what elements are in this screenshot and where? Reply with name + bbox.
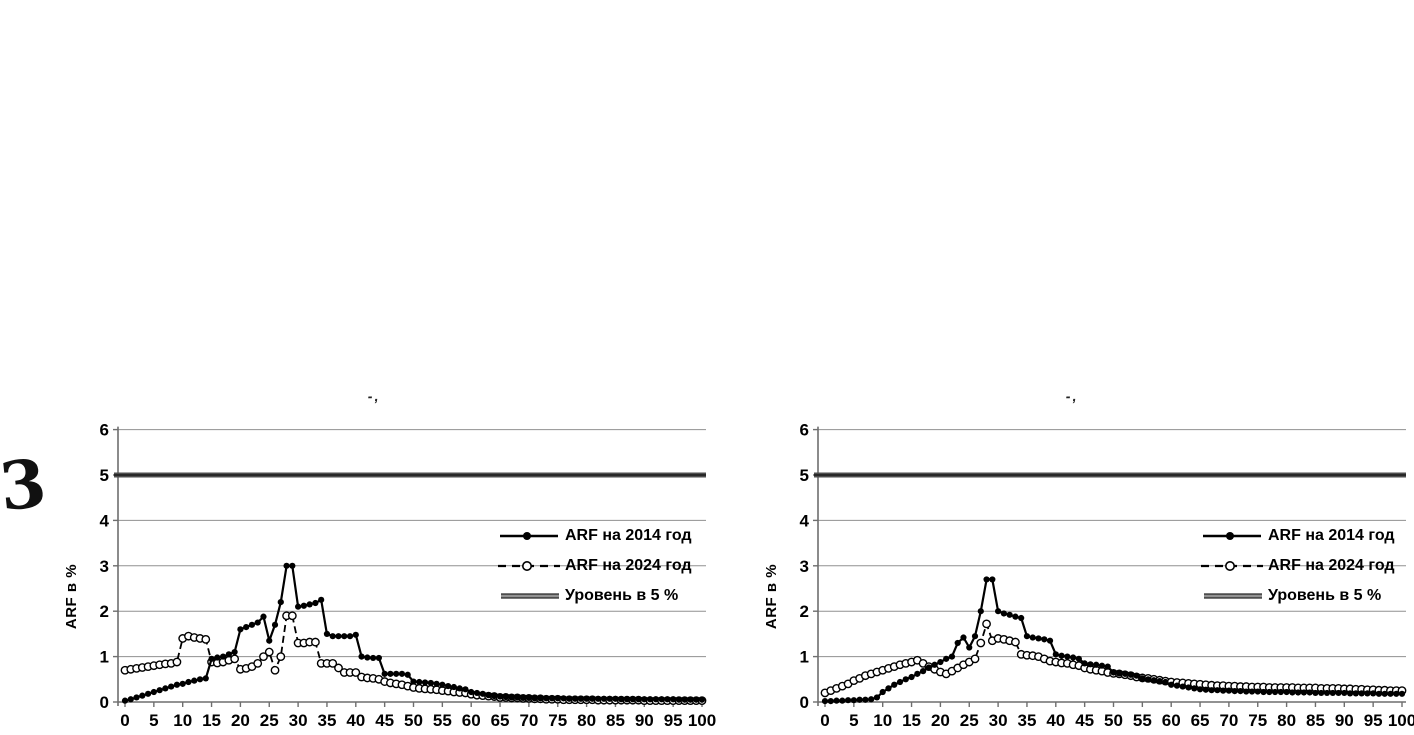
svg-text:75: 75 bbox=[548, 711, 567, 730]
svg-text:2: 2 bbox=[100, 602, 109, 621]
svg-text:80: 80 bbox=[1277, 711, 1296, 730]
legend-entry-level: Уровень в 5 % bbox=[1200, 586, 1395, 606]
svg-text:55: 55 bbox=[433, 711, 452, 730]
svg-text:3: 3 bbox=[100, 557, 109, 576]
svg-text:95: 95 bbox=[664, 711, 683, 730]
svg-text:0: 0 bbox=[120, 711, 129, 730]
svg-text:70: 70 bbox=[1219, 711, 1238, 730]
svg-text:2: 2 bbox=[800, 602, 809, 621]
svg-text:90: 90 bbox=[635, 711, 654, 730]
svg-text:60: 60 bbox=[462, 711, 481, 730]
svg-text:75: 75 bbox=[1248, 711, 1267, 730]
svg-text:40: 40 bbox=[1046, 711, 1065, 730]
legend-entry-2014: ARF на 2014 год bbox=[1200, 526, 1395, 546]
svg-text:45: 45 bbox=[375, 711, 394, 730]
svg-text:0: 0 bbox=[100, 693, 109, 712]
svg-text:40: 40 bbox=[346, 711, 365, 730]
svg-text:5: 5 bbox=[149, 711, 158, 730]
svg-text:30: 30 bbox=[989, 711, 1008, 730]
left-chart-legend: ARF на 2014 год ARF на 2024 год Уровень … bbox=[497, 526, 692, 606]
thick-gray-line-icon bbox=[1204, 593, 1262, 599]
svg-text:55: 55 bbox=[1133, 711, 1152, 730]
svg-text:1: 1 bbox=[100, 648, 109, 667]
legend-label: ARF на 2024 год bbox=[1268, 557, 1395, 574]
svg-text:45: 45 bbox=[1075, 711, 1094, 730]
legend-label: Уровень в 5 % bbox=[565, 587, 679, 604]
legend-label: ARF на 2024 год bbox=[565, 557, 692, 574]
legend-entry-level: Уровень в 5 % bbox=[497, 586, 692, 606]
svg-text:25: 25 bbox=[960, 711, 979, 730]
legend-label: Уровень в 5 % bbox=[1268, 587, 1382, 604]
svg-text:10: 10 bbox=[173, 711, 192, 730]
svg-text:50: 50 bbox=[1104, 711, 1123, 730]
svg-text:25: 25 bbox=[260, 711, 279, 730]
svg-text:6: 6 bbox=[800, 421, 809, 440]
legend-label: ARF на 2014 год bbox=[565, 527, 692, 544]
svg-text:35: 35 bbox=[317, 711, 336, 730]
right-chart-legend: ARF на 2014 год ARF на 2024 год Уровень … bbox=[1200, 526, 1395, 606]
svg-text:3: 3 bbox=[800, 557, 809, 576]
svg-text:10: 10 bbox=[873, 711, 892, 730]
svg-text:5: 5 bbox=[800, 466, 809, 485]
svg-text:65: 65 bbox=[491, 711, 510, 730]
svg-text:0: 0 bbox=[820, 711, 829, 730]
svg-text:15: 15 bbox=[202, 711, 221, 730]
svg-text:100: 100 bbox=[688, 711, 716, 730]
svg-text:20: 20 bbox=[231, 711, 250, 730]
svg-text:6: 6 bbox=[100, 421, 109, 440]
svg-text:70: 70 bbox=[519, 711, 538, 730]
thick-gray-line-icon bbox=[501, 593, 559, 599]
svg-text:5: 5 bbox=[100, 466, 109, 485]
svg-text:20: 20 bbox=[931, 711, 950, 730]
svg-text:85: 85 bbox=[1306, 711, 1325, 730]
svg-text:30: 30 bbox=[289, 711, 308, 730]
svg-text:90: 90 bbox=[1335, 711, 1354, 730]
svg-text:65: 65 bbox=[1191, 711, 1210, 730]
solid-line-marker-icon bbox=[1203, 532, 1261, 540]
legend-entry-2014: ARF на 2014 год bbox=[497, 526, 692, 546]
solid-line-marker-icon bbox=[500, 532, 558, 540]
svg-text:4: 4 bbox=[800, 511, 810, 530]
svg-text:100: 100 bbox=[1388, 711, 1414, 730]
svg-text:85: 85 bbox=[606, 711, 625, 730]
svg-text:80: 80 bbox=[577, 711, 596, 730]
svg-text:0: 0 bbox=[800, 693, 809, 712]
legend-label: ARF на 2014 год bbox=[1268, 527, 1395, 544]
svg-text:5: 5 bbox=[849, 711, 858, 730]
svg-text:4: 4 bbox=[100, 511, 110, 530]
svg-text:60: 60 bbox=[1162, 711, 1181, 730]
svg-text:1: 1 bbox=[800, 648, 809, 667]
svg-text:35: 35 bbox=[1017, 711, 1036, 730]
svg-text:95: 95 bbox=[1364, 711, 1383, 730]
dashed-line-marker-icon bbox=[498, 561, 560, 571]
legend-entry-2024: ARF на 2024 год bbox=[1200, 556, 1395, 576]
dashed-line-marker-icon bbox=[1201, 561, 1263, 571]
svg-text:15: 15 bbox=[902, 711, 921, 730]
legend-entry-2024: ARF на 2024 год bbox=[497, 556, 692, 576]
svg-text:50: 50 bbox=[404, 711, 423, 730]
